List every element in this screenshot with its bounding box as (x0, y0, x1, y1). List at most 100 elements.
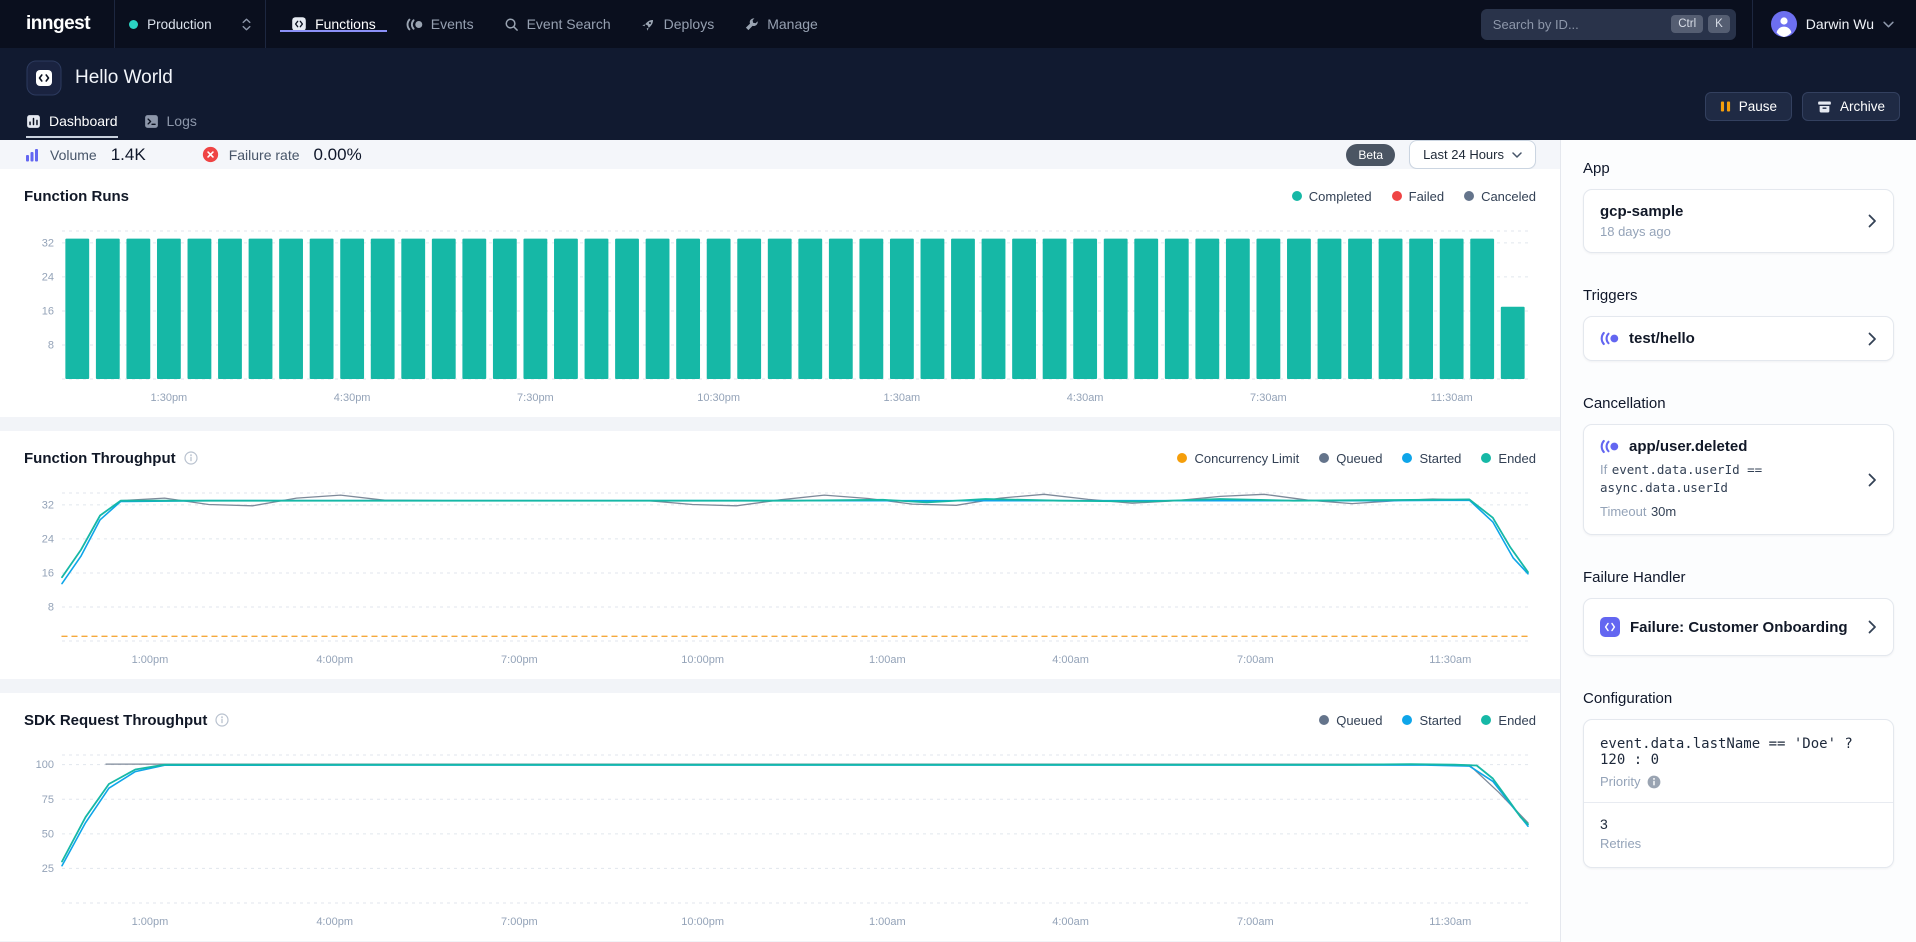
svg-text:32: 32 (42, 237, 54, 249)
svg-text:7:00pm: 7:00pm (501, 654, 538, 666)
terminal-icon (144, 114, 159, 129)
svg-text:11:30am: 11:30am (1431, 392, 1473, 404)
chevron-down-icon (1512, 152, 1522, 158)
svg-text:11:30am: 11:30am (1429, 654, 1471, 666)
event-icon (1600, 439, 1619, 454)
dashboard-icon (26, 114, 41, 129)
legend-label: Ended (1498, 451, 1536, 466)
legend-item[interactable]: Ended (1481, 451, 1536, 466)
legend-label: Started (1419, 713, 1461, 728)
failure-handler-card[interactable]: Failure: Customer Onboarding (1583, 598, 1894, 656)
nav-tab-label: Functions (315, 16, 376, 32)
user-name: Darwin Wu (1806, 16, 1874, 32)
legend-label: Started (1419, 451, 1461, 466)
pause-label: Pause (1739, 99, 1777, 114)
trigger-name: test/hello (1629, 330, 1695, 347)
legend-label: Queued (1336, 451, 1382, 466)
page-title: Hello World (75, 67, 173, 89)
legend-item[interactable]: Queued (1319, 451, 1382, 466)
svg-text:1:30am: 1:30am (884, 392, 921, 404)
legend-dot (1402, 453, 1412, 463)
beta-badge: Beta (1346, 144, 1395, 166)
svg-text:10:00pm: 10:00pm (681, 916, 724, 928)
cancellation-event: app/user.deleted (1629, 438, 1747, 455)
svg-text:75: 75 (42, 794, 54, 806)
svg-text:7:30am: 7:30am (1250, 392, 1287, 404)
nav-tab-event-search[interactable]: Event Search (489, 16, 626, 32)
legend-dot (1392, 191, 1402, 201)
environment-status-dot (129, 20, 138, 29)
legend-dot (1319, 715, 1329, 725)
stats-bar: Volume 1.4K Failure rate 0.00% Beta Last… (0, 140, 1560, 169)
svg-text:24: 24 (42, 271, 54, 283)
legend-item[interactable]: Ended (1481, 713, 1536, 728)
tab-dashboard[interactable]: Dashboard (26, 104, 118, 138)
retries-value: 3 (1600, 816, 1877, 832)
chevron-down-icon (1883, 21, 1894, 28)
svg-text:4:00pm: 4:00pm (316, 654, 353, 666)
svg-text:7:00am: 7:00am (1237, 654, 1274, 666)
function-badge-icon (1600, 617, 1620, 637)
pause-button[interactable]: Pause (1705, 92, 1792, 121)
chevron-right-icon (1868, 332, 1877, 346)
sidebar: App gcp-sample 18 days ago Triggers test… (1560, 140, 1916, 942)
time-range-selector[interactable]: Last 24 Hours (1409, 140, 1536, 169)
tab-label: Logs (167, 113, 197, 129)
svg-text:1:30pm: 1:30pm (151, 392, 188, 404)
event-icon (406, 18, 423, 31)
nav-tab-label: Manage (767, 16, 818, 32)
legend-label: Failed (1409, 189, 1444, 204)
app-card[interactable]: gcp-sample 18 days ago (1583, 189, 1894, 253)
info-icon[interactable] (1647, 775, 1661, 789)
sidebar-heading-app: App (1583, 160, 1894, 177)
configuration-card: event.data.lastName == 'Doe' ? 120 : 0 P… (1583, 719, 1894, 868)
time-range-label: Last 24 Hours (1423, 147, 1504, 162)
svg-text:8: 8 (48, 601, 54, 613)
tab-logs[interactable]: Logs (144, 104, 197, 138)
svg-text:8: 8 (48, 339, 54, 351)
search-input[interactable] (1493, 17, 1666, 32)
legend-item[interactable]: Canceled (1464, 189, 1536, 204)
user-menu[interactable]: Darwin Wu (1753, 0, 1902, 48)
legend-item[interactable]: Completed (1292, 189, 1372, 204)
legend-item[interactable]: Failed (1392, 189, 1444, 204)
legend-label: Concurrency Limit (1194, 451, 1299, 466)
sdk-request-throughput-chart: 2550751001:00pm4:00pm7:00pm10:00pm1:00am… (24, 743, 1536, 933)
nav-tab-manage[interactable]: Manage (729, 16, 833, 32)
function-runs-panel: Function Runs CompletedFailedCanceled 81… (0, 169, 1560, 417)
svg-text:1:00am: 1:00am (869, 654, 906, 666)
legend-dot (1402, 715, 1412, 725)
volume-label: Volume (50, 147, 97, 163)
content: Volume 1.4K Failure rate 0.00% Beta Last… (0, 140, 1916, 942)
chevron-right-icon (1868, 214, 1877, 228)
nav-tab-label: Events (431, 16, 474, 32)
archive-button[interactable]: Archive (1802, 92, 1900, 121)
failure-rate-value: 0.00% (314, 145, 362, 165)
info-icon[interactable] (184, 451, 198, 465)
nav-tab-label: Event Search (527, 16, 611, 32)
nav-tab-deploys[interactable]: Deploys (626, 16, 730, 32)
legend-item[interactable]: Concurrency Limit (1177, 451, 1299, 466)
function-throughput-chart: 81624321:00pm4:00pm7:00pm10:00pm1:00am4:… (24, 481, 1536, 671)
cancellation-card[interactable]: app/user.deleted If event.data.userId ==… (1583, 424, 1894, 535)
legend-item[interactable]: Queued (1319, 713, 1382, 728)
failure-rate-stat: Failure rate 0.00% (202, 145, 362, 165)
nav-tab-functions[interactable]: Functions (276, 16, 391, 32)
svg-text:24: 24 (42, 533, 54, 545)
nav-tab-events[interactable]: Events (391, 16, 489, 32)
retries-label: Retries (1600, 836, 1877, 851)
info-icon[interactable] (215, 713, 229, 727)
legend-dot (1481, 715, 1491, 725)
environment-selector[interactable]: Production (115, 0, 265, 48)
legend-item[interactable]: Started (1402, 451, 1461, 466)
primary-nav: Functions Events Event Search (276, 16, 833, 32)
nav-tab-label: Deploys (664, 16, 715, 32)
legend-dot (1319, 453, 1329, 463)
trigger-card[interactable]: test/hello (1583, 316, 1894, 361)
svg-text:10:30pm: 10:30pm (697, 392, 740, 404)
legend-item[interactable]: Started (1402, 713, 1461, 728)
inngest-logo: inngest (26, 13, 90, 35)
legend-dot (1464, 191, 1474, 201)
app-name: gcp-sample (1600, 203, 1683, 220)
svg-text:4:00pm: 4:00pm (316, 916, 353, 928)
